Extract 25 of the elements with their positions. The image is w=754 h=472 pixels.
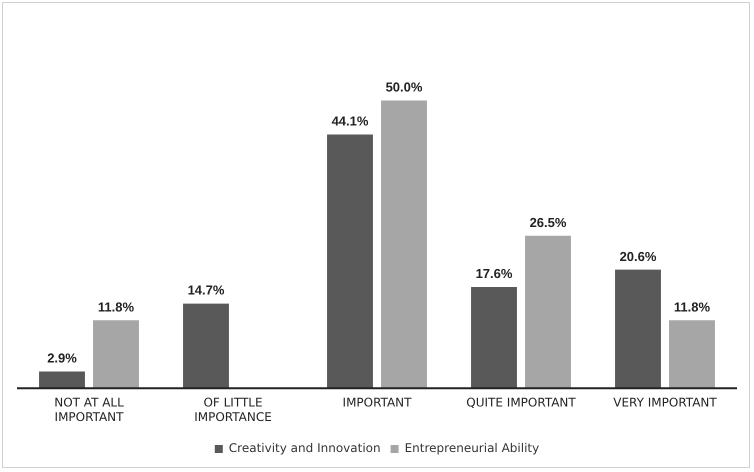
legend-label: Entrepreneurial Ability [404, 441, 540, 456]
x-tick-label: QUITE IMPORTANT [466, 396, 576, 410]
data-label: 14.7% [188, 282, 225, 298]
bar [381, 100, 427, 388]
bar [183, 304, 229, 388]
data-label: 20.6% [620, 248, 657, 264]
bar [327, 134, 373, 388]
x-tick-label: NOT AT ALL IMPORTANT [54, 396, 124, 424]
x-tick-label: OF LITTLE IMPORTANCE [194, 396, 272, 424]
bar [525, 236, 571, 388]
data-label: 11.8% [674, 299, 711, 314]
data-label: 50.0% [386, 80, 423, 95]
legend-label: Creativity and Innovation [228, 441, 381, 456]
bar [669, 320, 715, 388]
data-label: 11.8% [98, 299, 135, 314]
data-label: 26.5% [530, 214, 567, 230]
data-label: 44.1% [332, 114, 369, 129]
x-tick-label: VERY IMPORTANT [613, 396, 718, 410]
x-tick-label: IMPORTANT [342, 396, 412, 410]
bar [471, 286, 517, 388]
bar [39, 372, 85, 388]
bar [615, 270, 661, 388]
data-label: 17.6% [476, 266, 513, 282]
data-label: 2.9% [47, 350, 78, 366]
bar [93, 320, 139, 388]
